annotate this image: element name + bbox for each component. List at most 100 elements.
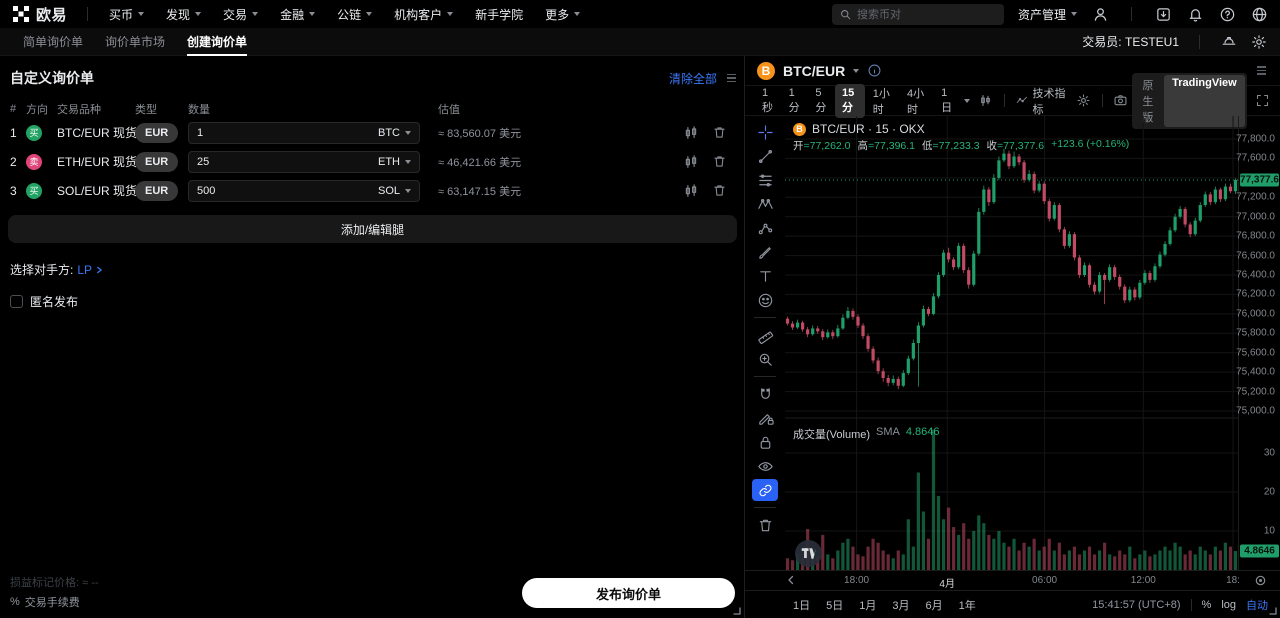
range-1日[interactable]: 1日: [793, 599, 811, 612]
menu-item-3[interactable]: 交易: [212, 0, 269, 28]
publish-rfq-button[interactable]: 发布询价单: [522, 578, 735, 608]
counterparty-selector[interactable]: LP: [77, 263, 104, 277]
side-badge-sell[interactable]: 卖: [26, 153, 42, 170]
menu-item-7[interactable]: 新手学院: [475, 7, 524, 22]
help-icon[interactable]: [1218, 5, 1236, 23]
timeframe-1日[interactable]: 1日: [941, 86, 953, 114]
unit-select[interactable]: BTC: [378, 127, 411, 139]
indicators-button[interactable]: 技术指标: [1012, 85, 1072, 117]
range-1月[interactable]: 1月: [859, 599, 877, 612]
candle-style-icon[interactable]: [974, 93, 997, 108]
tradingview-version-button[interactable]: TradingView: [1164, 74, 1245, 127]
timeframe-4小时[interactable]: 4小时: [906, 87, 925, 116]
pattern-tool-icon[interactable]: [752, 193, 778, 215]
magnet-tool-icon[interactable]: [752, 383, 778, 405]
menu-item-1[interactable]: 买币: [98, 0, 155, 28]
delete-leg-icon[interactable]: [712, 125, 727, 140]
fullscreen-icon[interactable]: [1255, 92, 1270, 110]
clear-all-link[interactable]: 清除全部: [668, 71, 717, 86]
forecast-tool-icon[interactable]: [752, 217, 778, 239]
snapshot-camera-icon[interactable]: [1109, 93, 1132, 108]
chart-settings-gear-icon[interactable]: [1072, 93, 1095, 108]
unit-select[interactable]: ETH: [378, 156, 411, 168]
menu-item-2[interactable]: 发现: [155, 0, 212, 28]
emoji-tool-icon[interactable]: [752, 289, 778, 311]
trader-hat-icon[interactable]: [1220, 33, 1238, 51]
delete-leg-icon[interactable]: [712, 183, 727, 198]
amount-field[interactable]: ETH: [188, 150, 420, 173]
tab-3[interactable]: 创建询价单: [176, 28, 258, 56]
range-6月[interactable]: 6月: [925, 599, 943, 612]
info-icon[interactable]: [867, 63, 882, 78]
side-badge-buy[interactable]: 买: [26, 182, 42, 199]
range-3月[interactable]: 3月: [892, 599, 910, 612]
tab-1[interactable]: 简单询价单: [23, 35, 84, 49]
assets-dropdown[interactable]: 资产管理: [1018, 6, 1077, 23]
settings-gear-icon[interactable]: [1250, 33, 1268, 51]
panel-splitter-handle[interactable]: [725, 72, 738, 85]
notifications-bell-icon[interactable]: [1186, 5, 1204, 23]
anonymous-checkbox[interactable]: [10, 295, 23, 308]
currency-pill[interactable]: EUR: [135, 180, 179, 201]
zoom-in-tool-icon[interactable]: [752, 348, 778, 370]
crosshair-tool-icon[interactable]: [752, 121, 778, 143]
panel-resize-handle[interactable]: [733, 607, 741, 615]
native-version-button[interactable]: 原生版: [1142, 79, 1154, 124]
range-1年[interactable]: 1年: [958, 599, 976, 612]
timeframe-1分[interactable]: 1分: [788, 86, 800, 114]
amount-input[interactable]: [197, 184, 317, 197]
candlestick-chart[interactable]: B BTC/EUR · 15 · OKX 开=77,262.0 高=77,396…: [785, 116, 1238, 570]
drawing-lock-icon[interactable]: [752, 407, 778, 429]
anonymous-checkbox-row[interactable]: 匿名发布: [10, 293, 744, 310]
log-scale-button[interactable]: log: [1221, 598, 1236, 611]
add-edit-legs-button[interactable]: 添加/编辑腿: [8, 215, 737, 243]
view-chart-icon[interactable]: [683, 125, 699, 141]
menu-item-5[interactable]: 公链: [326, 0, 383, 28]
tradingview-logo[interactable]: [795, 540, 822, 567]
language-globe-icon[interactable]: [1250, 5, 1268, 23]
scroll-to-realtime-icon[interactable]: [1254, 574, 1267, 587]
percent-scale-button[interactable]: %: [1201, 598, 1212, 611]
sync-link-icon[interactable]: [752, 479, 778, 501]
hide-all-eye-icon[interactable]: [752, 455, 778, 477]
ruler-tool-icon[interactable]: [752, 324, 778, 346]
range-5日[interactable]: 5日: [826, 599, 844, 612]
trading-fee[interactable]: % 交易手续费: [10, 596, 80, 609]
auto-scale-button[interactable]: 自动: [1246, 599, 1268, 612]
amount-field[interactable]: BTC: [188, 121, 420, 144]
okx-logo[interactable]: 欧易: [12, 4, 67, 25]
timeframe-1小时[interactable]: 1小时: [872, 87, 890, 116]
currency-pill[interactable]: EUR: [135, 151, 179, 172]
delete-leg-icon[interactable]: [712, 154, 727, 169]
instrument-selector[interactable]: SOL/EUR 现货: [57, 182, 137, 199]
amount-field[interactable]: SOL: [188, 179, 420, 202]
amount-input[interactable]: [197, 155, 317, 168]
timeframe-more-caret[interactable]: [963, 98, 970, 103]
chart-resize-handle[interactable]: [1269, 607, 1277, 615]
timeframe-5分[interactable]: 5分: [815, 86, 827, 114]
tab-2[interactable]: 询价单市场: [105, 35, 166, 49]
timeframe-15分[interactable]: 15分: [834, 83, 865, 118]
timeframe-1秒[interactable]: 1秒: [762, 86, 773, 114]
time-axis[interactable]: 18:00 4月 06:00 12:00 18:: [745, 570, 1280, 590]
instrument-selector[interactable]: ETH/EUR 现货: [57, 153, 137, 170]
trendline-tool-icon[interactable]: [752, 145, 778, 167]
download-app-icon[interactable]: [1154, 5, 1172, 23]
remove-drawings-trash-icon[interactable]: [752, 514, 778, 536]
brush-tool-icon[interactable]: [752, 241, 778, 263]
currency-pill[interactable]: EUR: [135, 122, 179, 143]
search-input[interactable]: 搜索币对: [831, 3, 1004, 25]
chart-splitter-handle[interactable]: [1255, 64, 1268, 77]
menu-item-8[interactable]: 更多: [534, 0, 591, 28]
view-chart-icon[interactable]: [683, 183, 699, 199]
view-chart-icon[interactable]: [683, 154, 699, 170]
profile-icon[interactable]: [1091, 5, 1109, 23]
menu-item-4[interactable]: 金融: [269, 0, 326, 28]
unit-select[interactable]: SOL: [378, 185, 411, 197]
lock-all-icon[interactable]: [752, 431, 778, 453]
instrument-selector[interactable]: BTC/EUR 现货: [57, 124, 137, 141]
side-badge-buy[interactable]: 买: [26, 124, 42, 141]
pair-dropdown-caret[interactable]: [853, 68, 860, 73]
menu-item-6[interactable]: 机构客户: [383, 0, 464, 28]
fib-tool-icon[interactable]: [752, 169, 778, 191]
